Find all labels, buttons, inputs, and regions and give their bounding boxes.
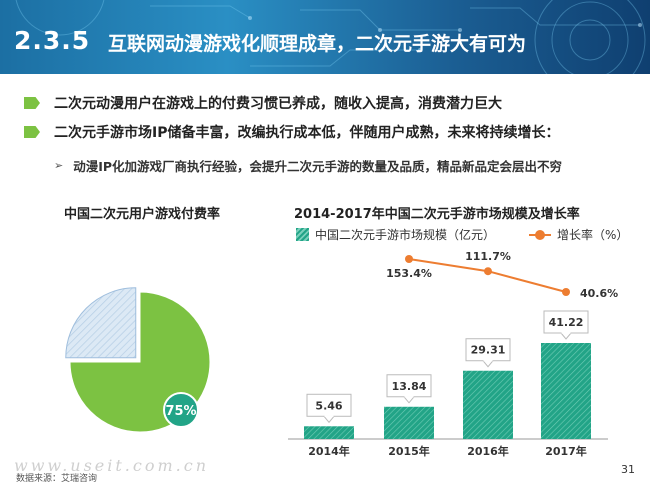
- growth-data-label: 153.4%: [386, 267, 432, 280]
- bar: [304, 426, 354, 439]
- bar-data-label: 41.22: [549, 316, 584, 329]
- pie-chart: 75%: [65, 287, 211, 433]
- growth-point: [562, 288, 570, 296]
- growth-point: [405, 255, 413, 263]
- sub-bullet-text: 动漫IP化加游戏厂商执行经验，会提升二次元手游的数量及品质，精品新品定会层出不穷: [73, 159, 563, 174]
- bullet-item: 二次元手游市场IP储备丰富，改编执行成本低，伴随用户成熟，未来将持续增长：: [24, 121, 559, 143]
- bar-label-pointer: [560, 332, 572, 340]
- bar-label-box: [543, 310, 589, 334]
- tech-circuit-decoration: [15, 0, 646, 74]
- sub-bullet: ➢ 动漫IP化加游戏厂商执行经验，会提升二次元手游的数量及品质，精品新品定会层出…: [54, 156, 562, 175]
- bullet-marker-icon: [24, 126, 40, 138]
- pie-label-badge: [163, 392, 199, 428]
- data-source: 数据来源：艾瑞咨询: [16, 474, 98, 484]
- bar-label-pointer: [403, 396, 415, 404]
- legend-swatch-line: [529, 229, 552, 240]
- bar: [463, 370, 513, 439]
- bar-data-label: 13.84: [392, 380, 427, 393]
- page-number: 31: [621, 463, 635, 476]
- x-tick-label: 2016年: [467, 444, 509, 458]
- bar: [541, 343, 591, 439]
- pie-slice-rest: [65, 287, 137, 359]
- legend-swatch-bar: [296, 228, 309, 241]
- bar-data-label: 29.31: [471, 344, 506, 357]
- chevron-right-icon: ➢: [54, 159, 64, 172]
- x-tick-label: 2014年: [308, 444, 350, 458]
- pie-chart-title: 中国二次元用户游戏付费率: [64, 207, 221, 222]
- bar-label-box: [306, 393, 352, 417]
- watermark: www.useit.com.cn: [14, 456, 210, 475]
- bullet-marker-icon: [24, 97, 40, 109]
- bullet-item: 二次元动漫用户在游戏上的付费习惯已养成，随收入提高，消费潜力巨大: [24, 92, 502, 114]
- pie-data-label: 75%: [165, 404, 196, 419]
- growth-line: [408, 258, 567, 293]
- growth-point: [484, 267, 492, 276]
- growth-data-label: 40.6%: [580, 287, 618, 300]
- x-tick-label: 2015年: [388, 444, 430, 458]
- bar-label-pointer: [482, 360, 494, 368]
- bar-label-box: [386, 374, 432, 398]
- bar-label-box: [465, 338, 511, 362]
- legend-label-line: 增长率（%）: [557, 228, 629, 242]
- bullet-text: 二次元动漫用户在游戏上的付费习惯已养成，随收入提高，消费潜力巨大: [54, 96, 502, 112]
- bar-data-label: 5.46: [315, 399, 342, 412]
- x-tick-label: 2017年: [545, 444, 587, 458]
- bar-chart-title: 2014-2017年中国二次元手游市场规模及增长率: [294, 207, 580, 222]
- legend-label-bar: 中国二次元手游市场规模（亿元）: [315, 228, 496, 242]
- header-banner: 2.3.5 互联网动漫游戏化顺理成章，二次元手游大有可为: [0, 0, 650, 74]
- chart-legend: 中国二次元手游市场规模（亿元） 增长率（%）: [296, 226, 628, 243]
- bullet-text: 二次元手游市场IP储备丰富，改编执行成本低，伴随用户成熟，未来将持续增长：: [54, 125, 560, 141]
- bar-label-pointer: [323, 415, 335, 424]
- section-number: 2.3.5: [14, 26, 91, 55]
- bar: [384, 406, 434, 439]
- page-title: 互联网动漫游戏化顺理成章，二次元手游大有可为: [108, 33, 527, 55]
- growth-data-label: 111.7%: [465, 250, 511, 263]
